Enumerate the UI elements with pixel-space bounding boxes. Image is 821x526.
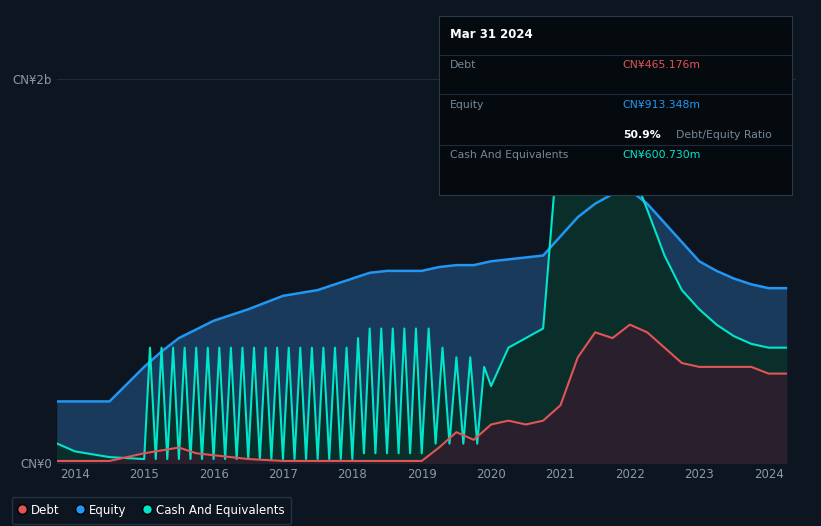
Legend: Debt, Equity, Cash And Equivalents: Debt, Equity, Cash And Equivalents — [11, 497, 291, 524]
Text: Equity: Equity — [450, 100, 484, 110]
Text: Cash And Equivalents: Cash And Equivalents — [450, 150, 568, 160]
Text: CN¥600.730m: CN¥600.730m — [623, 150, 701, 160]
Text: CN¥465.176m: CN¥465.176m — [623, 60, 701, 70]
Text: Debt/Equity Ratio: Debt/Equity Ratio — [676, 130, 772, 140]
Text: 50.9%: 50.9% — [623, 130, 661, 140]
Text: Mar 31 2024: Mar 31 2024 — [450, 28, 533, 42]
Text: Debt: Debt — [450, 60, 476, 70]
Text: CN¥913.348m: CN¥913.348m — [623, 100, 701, 110]
